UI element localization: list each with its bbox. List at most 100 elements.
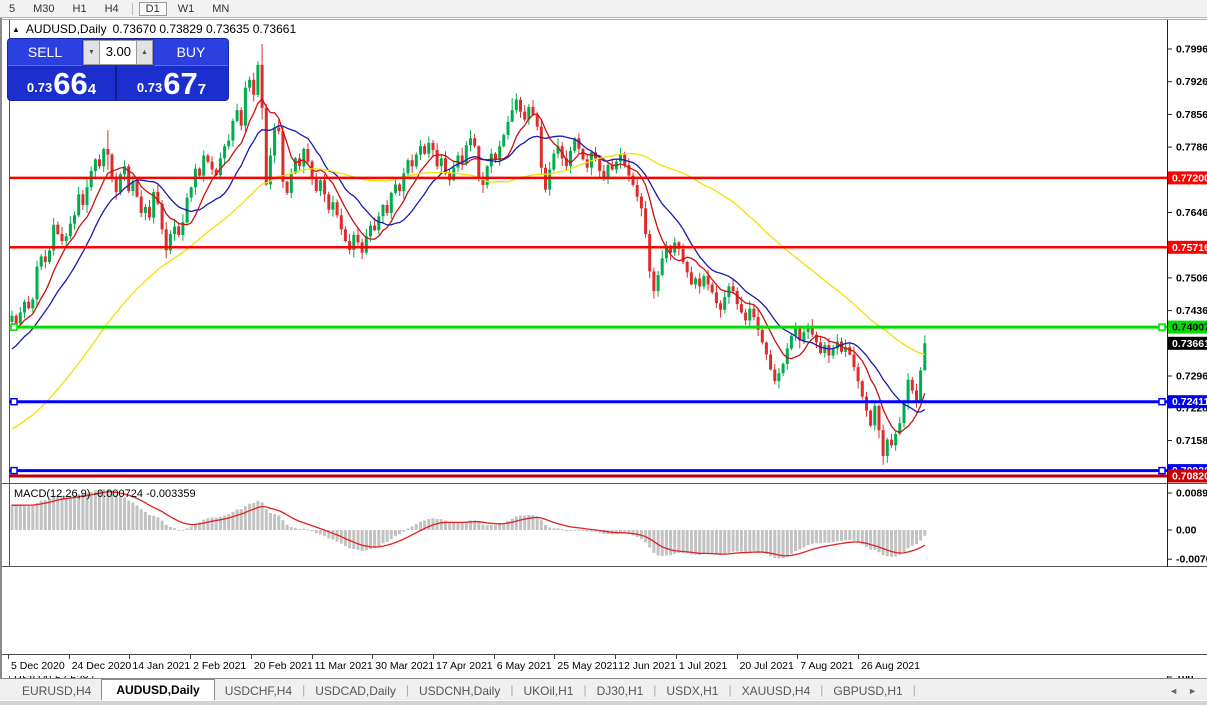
date-tick	[190, 655, 192, 659]
volume-decrease-button[interactable]: ▼	[83, 40, 100, 65]
chart-title: ▲ AUDUSD,Daily 0.73670 0.73829 0.73635 0…	[12, 22, 296, 36]
price-badge-0.74007	[1168, 320, 1207, 334]
sell-button[interactable]: SELL	[8, 39, 82, 66]
date-label: 30 Mar 2021	[375, 660, 435, 672]
date-tick	[129, 655, 131, 659]
date-axis[interactable]: 5 Dec 2020 24 Dec 2020 14 Jan 2021 2 Feb 20…	[2, 654, 1207, 676]
timeframe-button-h1[interactable]: H1	[72, 2, 87, 15]
svg-text:0.70820: 0.70820	[1172, 471, 1207, 483]
buy-price-pip: 7	[197, 81, 207, 98]
tab-separator: |	[583, 683, 587, 697]
chart-tab-usdcad-daily[interactable]: USDCAD,Daily	[315, 684, 396, 698]
svg-text:0.77200: 0.77200	[1172, 172, 1207, 184]
svg-text:0.72411: 0.72411	[1172, 396, 1207, 408]
date-tick	[736, 655, 738, 659]
tab-scroll-left-icon[interactable]: ◄	[1169, 686, 1179, 696]
date-label: 24 Dec 2020	[71, 660, 132, 672]
sell-price-prefix: 0.73	[26, 80, 53, 95]
volume-input[interactable]: 3.00	[100, 40, 136, 65]
chart-tab-bar: EURUSD,H4 AUDUSD,Daily USDCHF,H4 | USDCAD,Da…	[0, 678, 1207, 700]
chart-tab-audusd-daily[interactable]: AUDUSD,Daily	[101, 679, 215, 700]
timeframe-button-d1[interactable]: D1	[138, 1, 167, 16]
hline-handle[interactable]	[10, 397, 18, 406]
date-tick	[432, 655, 434, 659]
date-label: 11 Mar 2021	[314, 660, 373, 672]
date-label: 12 Jun 2021	[618, 660, 676, 672]
date-tick	[675, 655, 677, 659]
macd-indicator-pane[interactable]: 0.008904 0.00 -0.007017 MACD(12,26,9) -0.00…	[2, 483, 1207, 567]
collapse-arrow-icon[interactable]: ▲	[12, 24, 20, 34]
date-label: 25 May 2021	[557, 660, 619, 672]
sell-price-pip: 4	[87, 81, 97, 98]
one-click-trade-panel: SELL ▼ 3.00 ▲ BUY 0.73 66 4 0.73 67 7	[8, 39, 228, 100]
macd-svg: 0.008904 0.00 -0.007017 MACD(12,26,9) -0.00…	[2, 483, 1207, 567]
date-label: 14 Jan 2021	[132, 660, 191, 672]
tab-scroll-arrows: ◄ ►	[1169, 686, 1207, 700]
chart-tab-usdx-h1[interactable]: USDX,H1	[666, 684, 719, 698]
date-label: 26 Aug 2021	[860, 660, 920, 672]
date-tick	[311, 655, 313, 659]
date-label: 2 Feb 2021	[193, 660, 247, 672]
date-label: 7 Aug 2021	[800, 660, 854, 672]
chart-tab-gbpusd-h1[interactable]: GBPUSD,H1	[833, 684, 903, 698]
chart-tab-xauusd-h4[interactable]: XAUUSD,H4	[741, 684, 811, 698]
buy-button[interactable]: BUY	[154, 39, 228, 66]
tab-separator: |	[912, 683, 916, 697]
chart-tab-usdchf-h4[interactable]: USDCHF,H4	[224, 684, 293, 698]
tab-separator: |	[302, 683, 306, 697]
date-tick	[857, 655, 859, 659]
date-label: 1 Jul 2021	[678, 660, 728, 672]
buy-price-main: 67	[163, 66, 198, 100]
buy-price-prefix: 0.73	[136, 80, 163, 95]
sell-price-main: 66	[53, 66, 88, 100]
date-tick	[615, 655, 617, 659]
timeframe-button-h4[interactable]: H4	[104, 2, 119, 15]
price-badge-0.73661	[1168, 336, 1207, 350]
chart-tab-eurusd-h4[interactable]: EURUSD,H4	[22, 684, 92, 698]
tab-separator: |	[728, 683, 732, 697]
price-badge-0.75716	[1168, 240, 1207, 254]
tab-separator: |	[510, 683, 514, 697]
toolbar-separator	[131, 2, 133, 15]
timeframe-button-w1[interactable]: W1	[177, 2, 195, 15]
date-label: 6 May 2021	[496, 660, 552, 672]
date-tick	[250, 655, 252, 659]
price-badge-0.72411	[1168, 395, 1207, 409]
chart-tab-usdcnh-daily[interactable]: USDCNH,Daily	[419, 684, 501, 698]
timeframe-button-mn[interactable]: MN	[212, 2, 230, 15]
window-bottom-strip	[0, 700, 1207, 705]
tab-separator: |	[405, 683, 409, 697]
tab-scroll-right-icon[interactable]: ►	[1188, 686, 1197, 696]
volume-increase-button[interactable]: ▲	[136, 40, 153, 65]
volume-control: ▼ 3.00 ▲	[82, 39, 154, 66]
price-badge-0.70820	[1168, 469, 1207, 483]
date-tick	[493, 655, 495, 659]
date-label: 17 Apr 2021	[435, 660, 493, 672]
chart-tab-ukoil-h1[interactable]: UKOil,H1	[523, 684, 574, 698]
svg-text:0.75716: 0.75716	[1172, 242, 1207, 254]
chart-symbol-label: AUDUSD,Daily	[25, 22, 107, 36]
sell-price-display: 0.73 66 4	[8, 66, 117, 100]
date-tick	[372, 655, 374, 659]
date-tick	[68, 655, 70, 659]
timeframe-button-5[interactable]: 5	[9, 2, 16, 15]
hline-handle[interactable]	[1158, 397, 1166, 406]
timeframe-button-m30[interactable]: M30	[33, 2, 55, 15]
chart-window: ▲ AUDUSD,Daily 0.73670 0.73829 0.73635 0…	[0, 18, 1207, 705]
buy-price-display: 0.73 67 7	[117, 66, 226, 100]
chart-tab-dj30-h1[interactable]: DJ30,H1	[596, 684, 644, 698]
hline-handle[interactable]	[1158, 466, 1166, 475]
hline-handle[interactable]	[1158, 323, 1166, 331]
hline-handle[interactable]	[10, 323, 18, 331]
hline-handle[interactable]	[10, 466, 18, 475]
